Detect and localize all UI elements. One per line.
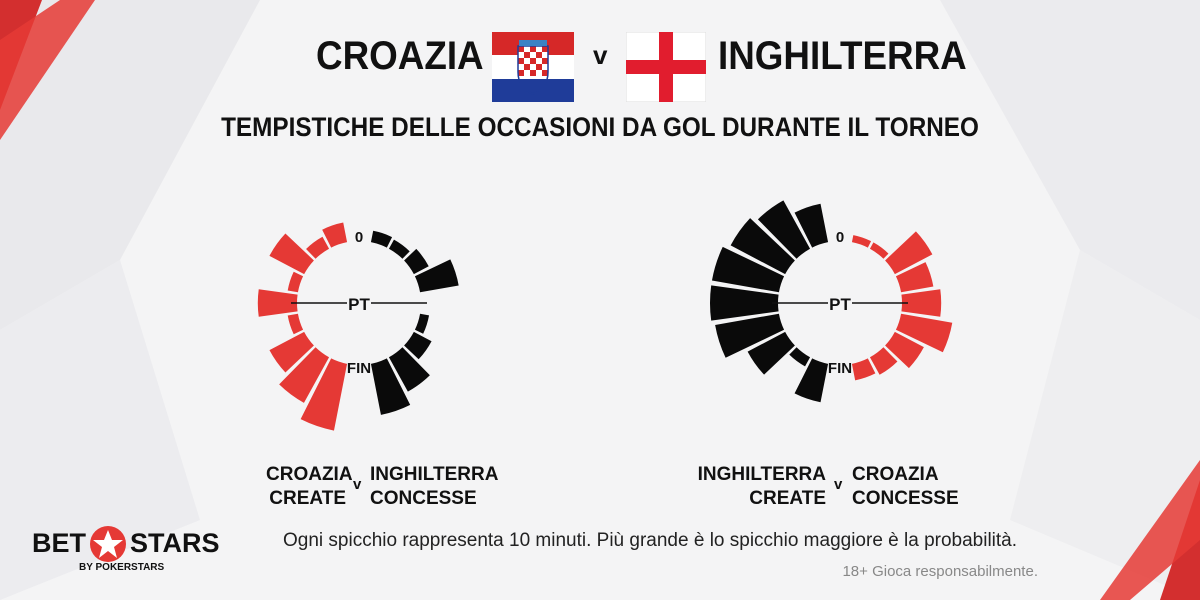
logo-bet: BET [32, 528, 86, 558]
wedge-left-3 [730, 218, 795, 275]
wedge-right-6 [414, 313, 430, 334]
wedge-left-6 [715, 313, 785, 358]
england-flag-icon [626, 32, 706, 102]
wedge-right-4 [414, 259, 459, 293]
wedge-left-4 [287, 271, 304, 293]
wedge-right-7 [885, 331, 924, 369]
radial-chart-right: PT 0 FIN [710, 200, 953, 403]
wedge-left-9 [794, 358, 829, 403]
caption-left-b: INGHILTERRA CONCESSE [370, 463, 498, 511]
label-start: 0 [836, 229, 844, 246]
disclaimer: 18+ Gioca responsabilmente. [842, 563, 1038, 580]
wedge-right-3 [404, 248, 429, 275]
wedge-left-1 [794, 203, 829, 248]
team-a-name: CROAZIA [316, 34, 484, 78]
wedge-left-8 [279, 347, 330, 403]
radial-chart-left: PT 0 FIN [257, 222, 459, 431]
label-half-time: PT [348, 295, 370, 314]
wedge-right-3 [885, 231, 933, 275]
croatia-flag-icon [492, 32, 574, 102]
caption-kind: CREATE [269, 488, 346, 509]
wedge-right-1 [370, 230, 393, 248]
wedge-right-2 [388, 239, 410, 259]
wedge-left-5 [257, 289, 298, 317]
title-row: CROAZIA v INGHILTERRA [0, 22, 1200, 102]
logo-subtitle: BY POKERSTARS [79, 562, 165, 573]
caption-kind: CONCESSE [370, 488, 477, 509]
wedge-left-2 [306, 236, 330, 259]
caption-right-versus: v [834, 476, 843, 493]
wedge-right-1 [851, 235, 872, 248]
wedge-left-4 [711, 246, 785, 293]
wedge-right-6 [895, 313, 953, 353]
wedge-right-8 [388, 347, 430, 392]
caption-team: CROAZIA [266, 464, 353, 485]
caption-team: CROAZIA [852, 464, 939, 485]
label-end: FIN [828, 360, 852, 377]
label-half-time: PT [829, 295, 851, 314]
wedge-left-9 [300, 358, 348, 431]
caption-team: INGHILTERRA [370, 464, 499, 485]
caption-kind: CONCESSE [852, 488, 959, 509]
caption-left-a: CROAZIA CREATE [266, 463, 353, 511]
caption-team: INGHILTERRA [697, 464, 826, 485]
wedge-right-4 [895, 262, 934, 293]
caption-right-a: INGHILTERRA CREATE [690, 463, 826, 511]
wedge-left-8 [789, 347, 811, 367]
star-icon [90, 526, 126, 562]
versus-label: v [593, 40, 608, 70]
caption-kind: CREATE [749, 488, 826, 509]
wedge-left-5 [710, 285, 779, 321]
wedge-right-2 [869, 242, 889, 259]
wedge-left-7 [269, 331, 314, 373]
wedge-right-9 [370, 358, 411, 415]
team-b-name: INGHILTERRA [718, 34, 967, 78]
caption-right-b: CROAZIA CONCESSE [852, 463, 959, 511]
wedge-left-3 [269, 233, 314, 275]
logo-stars: STARS [130, 528, 220, 558]
wedge-right-9 [851, 358, 876, 381]
wedge-right-5 [901, 289, 942, 317]
wedge-left-1 [322, 222, 348, 248]
wedge-left-7 [747, 331, 795, 375]
label-start: 0 [355, 229, 363, 246]
footnote: Ogni spicchio rappresenta 10 minuti. Più… [283, 530, 1018, 551]
wedge-left-2 [757, 200, 811, 259]
wedge-right-7 [404, 331, 432, 360]
wedge-right-8 [869, 347, 898, 375]
caption-left-versus: v [353, 476, 362, 493]
chart-subtitle: TEMPISTICHE DELLE OCCASIONI DA GOL DURAN… [221, 112, 979, 142]
label-end: FIN [347, 360, 371, 377]
wedge-left-6 [287, 313, 304, 335]
